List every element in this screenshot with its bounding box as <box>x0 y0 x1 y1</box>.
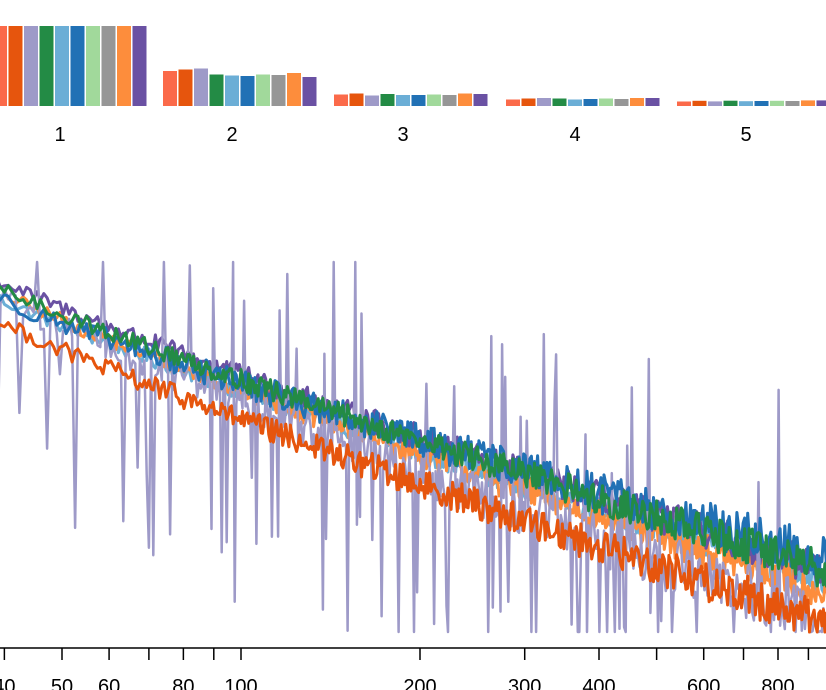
bar <box>645 98 660 106</box>
bar <box>365 95 379 106</box>
bar <box>692 100 707 106</box>
bar <box>163 71 177 106</box>
bar <box>568 99 582 106</box>
bar <box>442 95 457 106</box>
bar <box>552 98 567 106</box>
bar <box>723 100 738 106</box>
bar <box>458 93 472 106</box>
bar <box>801 100 815 106</box>
x-tick-label: 600 <box>687 676 720 690</box>
x-tick-label: 50 <box>51 676 73 690</box>
bar <box>240 76 255 106</box>
line-series <box>0 321 826 634</box>
bar <box>302 77 317 106</box>
x-tick-label: 400 <box>582 676 615 690</box>
bar <box>754 101 769 106</box>
bar <box>209 74 224 106</box>
x-tick-label: 300 <box>508 676 541 690</box>
x-tick-label: 60 <box>98 676 120 690</box>
x-tick-label: 80 <box>172 676 194 690</box>
bar <box>86 26 100 106</box>
bar <box>785 101 800 106</box>
bar <box>521 98 536 106</box>
bar <box>614 99 629 106</box>
bar <box>24 26 38 106</box>
bar <box>70 26 85 106</box>
x-tick-label: 40 <box>0 676 15 690</box>
bar <box>256 74 270 106</box>
bar <box>334 94 348 106</box>
bar-category-label: 5 <box>740 124 751 146</box>
bar <box>599 98 613 106</box>
x-axis: 40 50 60 80 100 200 300 400 600 800 <box>0 647 826 690</box>
bar <box>630 98 644 106</box>
bar <box>117 26 131 106</box>
bar-category-label: 4 <box>569 124 580 146</box>
bar <box>132 26 147 106</box>
line-series-group <box>0 260 826 634</box>
bar <box>8 26 23 106</box>
bar <box>101 26 116 106</box>
line-series <box>0 284 826 588</box>
bar <box>427 94 441 106</box>
bar <box>225 75 239 106</box>
x-tick-label: 100 <box>224 676 257 690</box>
x-tick-label: 200 <box>403 676 436 690</box>
bar <box>39 26 54 106</box>
bar <box>473 94 488 106</box>
x-tick-label: 800 <box>761 676 794 690</box>
bar <box>583 99 598 106</box>
bar-category-label: 3 <box>397 124 408 146</box>
bar <box>411 95 426 106</box>
bar-category-labels: 1 2 3 4 5 <box>54 124 751 146</box>
bar <box>816 100 826 106</box>
bar-category-label: 2 <box>226 124 237 146</box>
bar <box>194 68 208 106</box>
bar <box>708 101 722 106</box>
bar-chart: 1 2 3 4 5 <box>0 26 826 146</box>
bar-series-group <box>0 26 826 106</box>
bar <box>349 93 364 106</box>
bar <box>537 98 551 106</box>
bar <box>396 95 410 106</box>
bar <box>739 101 753 106</box>
bar <box>55 26 69 106</box>
line-chart: 40 50 60 80 100 200 300 400 600 800 <box>0 260 826 690</box>
bar <box>677 101 691 106</box>
bar-category-label: 1 <box>54 124 65 146</box>
bar <box>506 99 520 106</box>
bar <box>380 94 395 106</box>
bar <box>0 26 7 106</box>
bar <box>178 69 193 106</box>
bar <box>287 73 301 106</box>
bar <box>770 100 784 106</box>
bar <box>271 75 286 106</box>
